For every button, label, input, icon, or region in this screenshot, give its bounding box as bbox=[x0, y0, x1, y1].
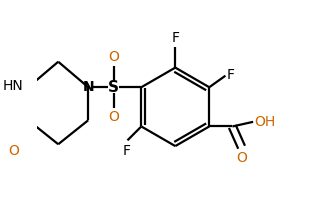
Text: OH: OH bbox=[254, 115, 275, 129]
Text: O: O bbox=[8, 145, 19, 159]
Text: O: O bbox=[108, 50, 119, 64]
Text: F: F bbox=[171, 30, 179, 44]
Text: O: O bbox=[108, 110, 119, 124]
Text: HN: HN bbox=[3, 79, 24, 93]
Text: S: S bbox=[108, 80, 119, 95]
Text: N: N bbox=[82, 80, 94, 94]
Text: O: O bbox=[236, 151, 247, 165]
Text: F: F bbox=[227, 68, 235, 81]
Text: F: F bbox=[122, 144, 130, 158]
